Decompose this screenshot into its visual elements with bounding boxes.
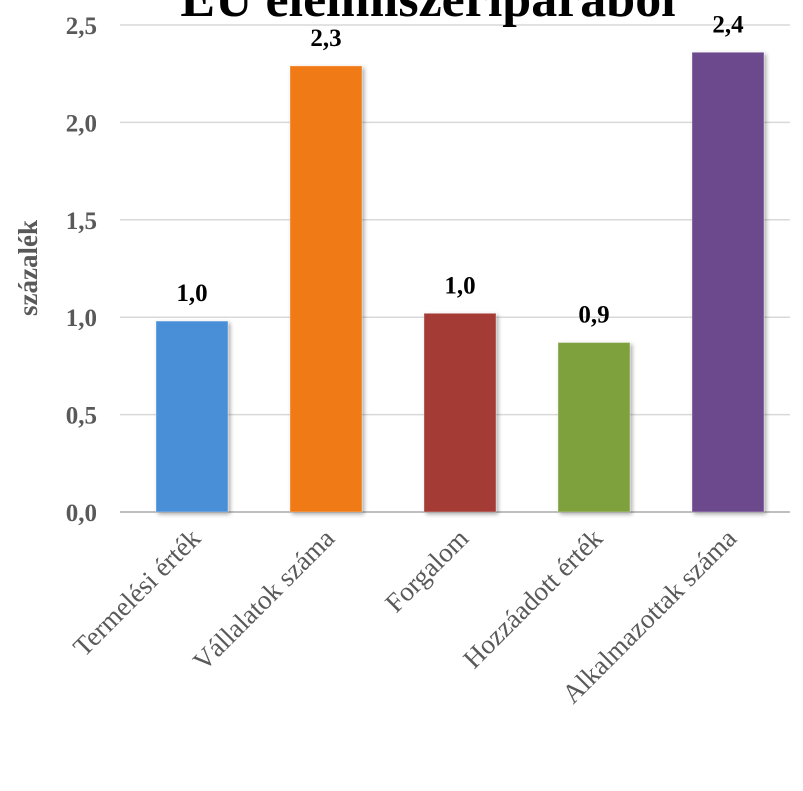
y-tick-label: 0,0 bbox=[66, 500, 97, 527]
bar bbox=[423, 312, 497, 513]
bar bbox=[557, 342, 631, 513]
y-tick-label: 0,5 bbox=[66, 403, 97, 430]
y-axis-title: százalék bbox=[13, 220, 43, 316]
data-label: 1,0 bbox=[176, 280, 207, 307]
data-labels: 1,0 2,3 1,0 0,9 2,4 bbox=[176, 11, 744, 328]
x-tick-label: Hozzáadott érték bbox=[457, 523, 608, 674]
bar bbox=[691, 51, 765, 513]
data-label: 0,9 bbox=[578, 302, 609, 329]
bar bbox=[289, 65, 363, 513]
y-axis: 0,0 0,5 1,0 1,5 2,0 2,5 bbox=[66, 13, 97, 527]
x-tick-label: Forgalom bbox=[379, 523, 474, 618]
bar bbox=[155, 320, 229, 513]
x-tick-label: Vállalatok száma bbox=[187, 523, 340, 676]
y-tick-label: 1,5 bbox=[66, 208, 97, 235]
chart-title: EU élelmiszeriparából bbox=[180, 0, 675, 28]
y-tick-label: 1,0 bbox=[66, 305, 97, 332]
x-tick-label: Termelési érték bbox=[67, 523, 206, 662]
data-label: 2,4 bbox=[712, 11, 744, 38]
y-tick-label: 2,0 bbox=[66, 110, 97, 137]
data-label: 2,3 bbox=[310, 25, 341, 52]
bars bbox=[155, 51, 765, 513]
data-label: 1,0 bbox=[444, 272, 475, 299]
y-tick-label: 2,5 bbox=[66, 13, 97, 40]
